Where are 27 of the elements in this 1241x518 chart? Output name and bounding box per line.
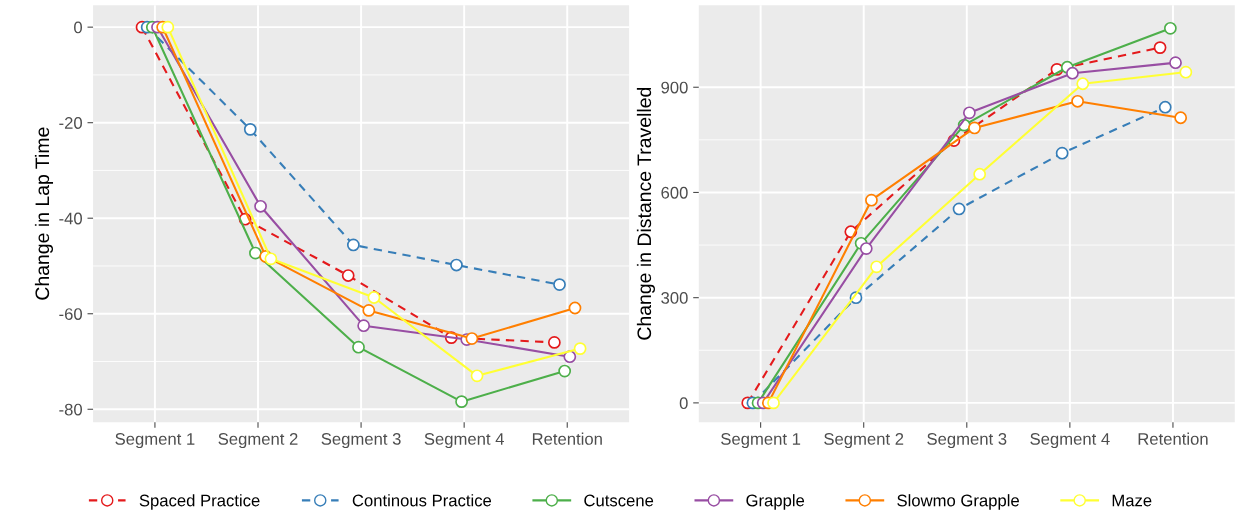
y-tick-label: -60: [59, 308, 83, 320]
y-tick-label: 600: [661, 186, 688, 199]
legend-label: Cutscene: [584, 494, 654, 507]
legend-label: Grapple: [746, 494, 805, 510]
x-tick-label: Segment 3: [927, 433, 1007, 449]
x-tick-label: Segment 3: [321, 433, 401, 449]
x-tick-label: Retention: [532, 432, 602, 445]
x-tick-label: Segment 4: [1030, 433, 1110, 449]
x-tick-label: Segment 1: [115, 433, 195, 449]
x-tick-label: Segment 2: [218, 433, 298, 449]
legend-label: Maze: [1112, 494, 1152, 507]
y-tick-label: -80: [59, 403, 83, 416]
x-tick-label: Segment 4: [424, 433, 504, 449]
legend-label: Continous Practice: [352, 494, 492, 507]
y-axis-title: Change in Distance Travelled: [636, 87, 655, 340]
y-tick-label: 0: [679, 397, 688, 410]
y-tick-label: 0: [74, 21, 83, 34]
x-tick-label: Segment 2: [824, 433, 904, 449]
y-tick-label: 900: [661, 81, 688, 94]
y-tick-label: 300: [661, 292, 688, 304]
x-tick-label: Segment 1: [721, 433, 801, 449]
y-tick-label: -40: [59, 212, 83, 225]
legend-label: Spaced Practice: [139, 494, 260, 510]
y-axis-title: Change in Lap Time: [34, 127, 54, 300]
x-tick-label: Retention: [1138, 432, 1208, 445]
y-tick-label: -20: [59, 117, 83, 129]
legend-label: Slowmo Grapple: [897, 494, 1019, 510]
